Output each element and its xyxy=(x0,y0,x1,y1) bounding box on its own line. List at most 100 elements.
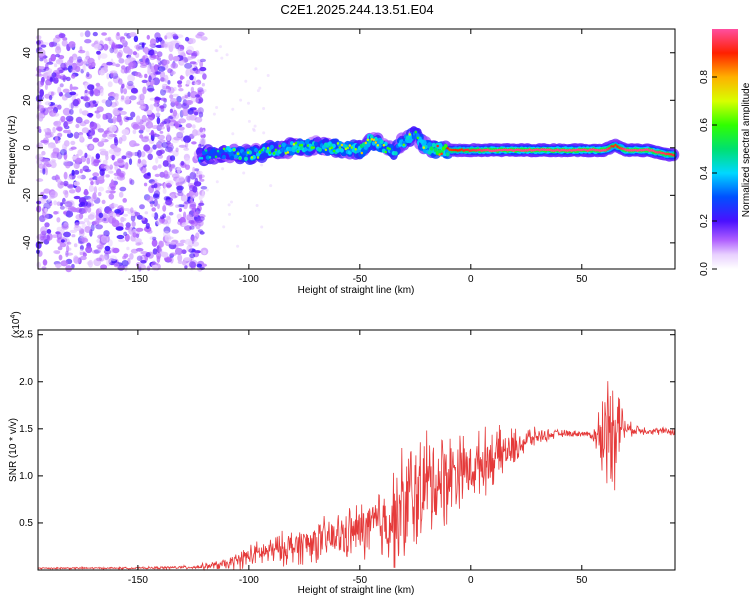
noise-speck xyxy=(69,229,78,233)
noise-speck xyxy=(147,172,151,176)
x-tick-label: -50 xyxy=(353,274,368,285)
ridge-blob xyxy=(198,157,202,160)
ridge-blob xyxy=(443,143,448,149)
ridge-blob xyxy=(500,149,503,152)
noise-speck xyxy=(113,262,120,268)
noise-speck xyxy=(112,93,120,97)
noise-speck xyxy=(39,215,46,223)
noise-speck xyxy=(177,80,183,85)
ridge-blob xyxy=(332,149,336,153)
ridge-blob xyxy=(476,148,479,152)
noise-speck xyxy=(55,46,62,55)
ridge-blob xyxy=(488,149,491,152)
noise-speck xyxy=(68,102,74,109)
y-tick-label: 1.0 xyxy=(19,471,33,482)
noise-speck xyxy=(86,261,92,266)
ridge-blob xyxy=(512,149,515,152)
noise-speck xyxy=(152,165,158,171)
noise-speck xyxy=(63,211,67,215)
noise-speck xyxy=(184,62,193,69)
noise-speck xyxy=(40,239,45,243)
noise-speck xyxy=(153,183,158,189)
noise-speck xyxy=(187,91,191,98)
colorbar-gradient xyxy=(712,29,738,269)
noise-speck xyxy=(70,102,74,110)
ridge-blob xyxy=(460,148,463,151)
noise-speck xyxy=(60,115,66,123)
noise-speck xyxy=(81,127,89,134)
noise-speck xyxy=(192,67,197,71)
noise-speck xyxy=(63,231,71,238)
noise-speck xyxy=(98,186,105,192)
ridge-blob xyxy=(492,149,495,152)
noise-speck xyxy=(177,84,182,88)
noise-speck xyxy=(92,176,98,180)
noise-speck xyxy=(152,236,157,241)
noise-speck xyxy=(136,214,143,220)
noise-speck xyxy=(186,214,193,221)
ridge-blob xyxy=(486,148,489,152)
noise-speck xyxy=(112,212,116,218)
ridge-blob xyxy=(419,139,424,144)
y-tick-label: 20 xyxy=(22,94,33,106)
noise-speck xyxy=(36,200,42,205)
noise-speck xyxy=(136,44,141,51)
noise-speck xyxy=(39,66,45,70)
noise-speck xyxy=(103,249,112,255)
noise-speck xyxy=(62,74,66,82)
noise-speck xyxy=(101,212,108,218)
noise-speck xyxy=(35,94,43,103)
noise-speck xyxy=(184,94,188,99)
noise-speck xyxy=(129,95,137,101)
ridge-blob xyxy=(526,149,529,152)
noise-speck xyxy=(188,220,195,224)
noise-speck xyxy=(174,247,183,255)
noise-speck xyxy=(152,133,160,137)
snr-series-line xyxy=(38,381,676,572)
noise-speck xyxy=(124,162,129,170)
spectrogram-y-label: Frequency (Hz) xyxy=(7,116,18,185)
noise-speck xyxy=(118,239,126,243)
noise-speck xyxy=(146,195,154,203)
ridge-blob xyxy=(670,153,673,156)
noise-speck xyxy=(57,132,63,138)
snr-x-ticks: -150 -100 -50 0 50 xyxy=(128,330,588,586)
noise-speck xyxy=(61,39,68,47)
noise-speck xyxy=(96,106,104,113)
noise-speck xyxy=(197,107,204,115)
noise-speck xyxy=(101,137,105,142)
colorbar-tick-label: 0.8 xyxy=(699,70,710,84)
colorbar-label: Normalized spectral amplitude xyxy=(741,82,750,217)
ridge-blob xyxy=(372,138,375,142)
noise-speck xyxy=(153,97,162,101)
noise-speck xyxy=(166,236,174,240)
noise-speck xyxy=(114,209,121,214)
noise-speck xyxy=(108,190,116,194)
noise-speck xyxy=(38,113,44,122)
noise-speck xyxy=(197,170,203,175)
noise-speck xyxy=(36,178,44,182)
noise-speck xyxy=(60,62,67,69)
noise-speck xyxy=(73,243,78,248)
ridge-blob xyxy=(450,148,453,152)
noise-speck xyxy=(138,262,142,267)
noise-speck xyxy=(46,229,52,234)
noise-speck xyxy=(126,246,130,251)
noise-speck xyxy=(79,251,83,256)
y-tick-label: 1.5 xyxy=(19,424,33,435)
noise-speck xyxy=(198,173,203,181)
noise-speck xyxy=(175,147,179,153)
noise-speck xyxy=(215,106,219,109)
ridge-blob xyxy=(668,152,671,156)
noise-speck xyxy=(83,119,90,125)
ridge-blob xyxy=(376,144,379,147)
noise-speck xyxy=(79,108,83,114)
y-tick-label: 2.0 xyxy=(19,377,33,388)
noise-speck xyxy=(135,242,141,246)
noise-speck xyxy=(93,88,99,96)
noise-speck xyxy=(172,33,178,38)
ridge-blob xyxy=(516,148,519,151)
noise-speck xyxy=(44,222,50,228)
noise-speck xyxy=(45,68,53,74)
noise-speck xyxy=(185,100,194,105)
